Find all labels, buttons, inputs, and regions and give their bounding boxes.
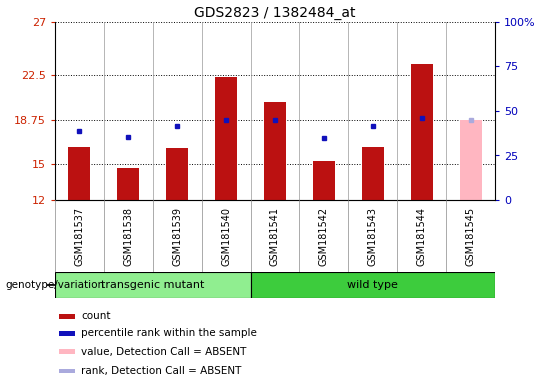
Bar: [166, 148, 188, 200]
Text: GSM181545: GSM181545: [465, 207, 476, 266]
Text: count: count: [82, 311, 111, 321]
Text: genotype/variation: genotype/variation: [5, 280, 105, 290]
Text: rank, Detection Call = ABSENT: rank, Detection Call = ABSENT: [82, 366, 242, 376]
Text: GSM181542: GSM181542: [319, 207, 329, 266]
Text: GSM181543: GSM181543: [368, 207, 378, 265]
Bar: [59, 369, 75, 373]
Bar: [59, 331, 75, 336]
Bar: [215, 76, 237, 200]
Text: transgenic mutant: transgenic mutant: [101, 280, 205, 290]
Bar: [59, 314, 75, 318]
Bar: [251, 272, 495, 298]
Bar: [55, 272, 251, 298]
Text: wild type: wild type: [347, 280, 398, 290]
Bar: [362, 147, 384, 200]
Bar: [313, 161, 335, 200]
Text: GSM181540: GSM181540: [221, 207, 231, 265]
Text: percentile rank within the sample: percentile rank within the sample: [82, 328, 257, 339]
Text: GSM181541: GSM181541: [270, 207, 280, 265]
Text: GSM181539: GSM181539: [172, 207, 182, 265]
Text: value, Detection Call = ABSENT: value, Detection Call = ABSENT: [82, 346, 247, 356]
Bar: [410, 63, 433, 200]
Bar: [264, 101, 286, 200]
Bar: [59, 349, 75, 354]
Title: GDS2823 / 1382484_at: GDS2823 / 1382484_at: [194, 6, 356, 20]
Bar: [117, 168, 139, 200]
Text: GSM181544: GSM181544: [417, 207, 427, 265]
Bar: [460, 120, 482, 200]
Text: GSM181538: GSM181538: [123, 207, 133, 265]
Text: GSM181537: GSM181537: [75, 207, 84, 266]
Bar: [69, 147, 90, 200]
